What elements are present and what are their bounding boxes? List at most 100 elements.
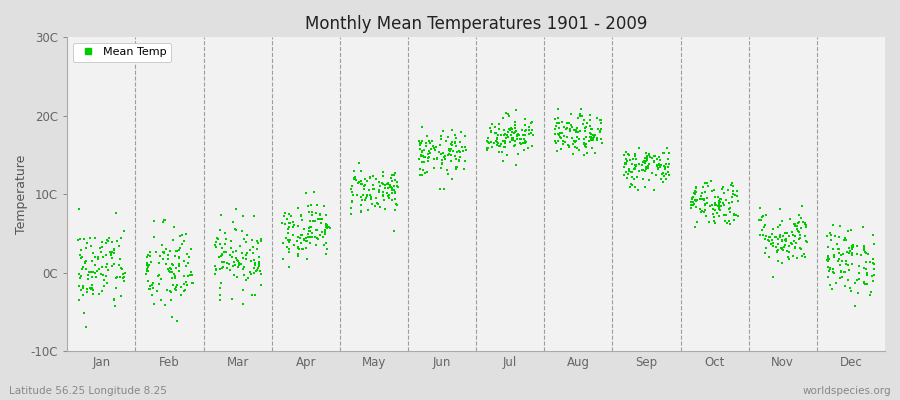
Point — [233, 242, 248, 249]
Point — [446, 148, 460, 154]
Point — [821, 254, 835, 261]
Point — [637, 168, 652, 174]
Point — [436, 186, 451, 192]
Point — [165, 314, 179, 320]
Point — [434, 165, 448, 171]
Point — [632, 160, 646, 167]
Point — [823, 282, 837, 288]
Point — [247, 270, 261, 276]
Point — [248, 213, 262, 219]
Point — [114, 292, 129, 299]
Point — [312, 211, 327, 217]
Point — [562, 142, 576, 148]
Point — [213, 284, 228, 291]
Point — [346, 175, 361, 182]
Point — [516, 131, 530, 138]
Point — [214, 264, 229, 271]
Point — [428, 144, 443, 150]
Point — [238, 256, 253, 262]
Point — [104, 251, 119, 257]
Point — [172, 255, 186, 262]
Point — [518, 128, 532, 134]
Point — [518, 116, 533, 122]
Text: Latitude 56.25 Longitude 8.25: Latitude 56.25 Longitude 8.25 — [9, 386, 166, 396]
Point — [858, 249, 872, 255]
Point — [770, 258, 785, 264]
Point — [564, 122, 579, 128]
Point — [729, 212, 743, 218]
Point — [100, 236, 114, 243]
Point — [227, 259, 241, 266]
Point — [713, 203, 727, 209]
Point — [791, 229, 806, 236]
Point — [382, 194, 396, 201]
Point — [163, 288, 177, 294]
Point — [850, 242, 864, 249]
Point — [164, 296, 178, 303]
Point — [577, 117, 591, 123]
Point — [500, 132, 514, 138]
Point — [509, 136, 524, 142]
Point — [578, 143, 592, 149]
Point — [220, 259, 234, 266]
Point — [87, 262, 102, 268]
Point — [511, 150, 526, 157]
Point — [775, 238, 789, 245]
Point — [388, 170, 402, 176]
Point — [628, 153, 643, 159]
Point — [688, 188, 702, 194]
Point — [689, 198, 704, 204]
Point — [77, 310, 92, 316]
Point — [302, 234, 317, 240]
Point — [635, 167, 650, 173]
Point — [305, 218, 320, 224]
Point — [217, 258, 231, 265]
Point — [390, 202, 404, 208]
Point — [766, 240, 780, 246]
Point — [143, 286, 157, 292]
Point — [81, 276, 95, 282]
Point — [647, 158, 662, 164]
Point — [85, 286, 99, 293]
Point — [779, 248, 794, 255]
Point — [434, 151, 448, 157]
Point — [510, 132, 525, 138]
Point — [502, 112, 517, 119]
Point — [442, 146, 456, 153]
Point — [76, 282, 91, 289]
Point — [646, 153, 661, 160]
Point — [705, 202, 719, 208]
Point — [626, 156, 641, 162]
Point — [484, 128, 499, 135]
Point — [302, 225, 317, 231]
Point — [779, 230, 794, 236]
Point — [659, 161, 673, 168]
Point — [552, 132, 566, 139]
Point — [641, 165, 655, 171]
Point — [788, 233, 803, 239]
Point — [640, 157, 654, 163]
Point — [775, 218, 789, 225]
Point — [556, 138, 571, 144]
Point — [152, 272, 166, 278]
Point — [317, 242, 331, 249]
Point — [212, 240, 227, 247]
Point — [695, 207, 709, 214]
Point — [584, 134, 598, 140]
Point — [142, 262, 157, 268]
Point — [158, 260, 173, 267]
Point — [798, 224, 813, 230]
Point — [370, 200, 384, 206]
Point — [548, 130, 562, 137]
Point — [797, 220, 812, 226]
Point — [291, 234, 305, 240]
Point — [512, 132, 526, 138]
Point — [761, 237, 776, 244]
Point — [863, 292, 878, 298]
Point — [306, 189, 320, 196]
Point — [562, 125, 577, 132]
Point — [559, 126, 573, 133]
Point — [280, 216, 294, 222]
Point — [227, 272, 241, 278]
Point — [167, 275, 182, 281]
